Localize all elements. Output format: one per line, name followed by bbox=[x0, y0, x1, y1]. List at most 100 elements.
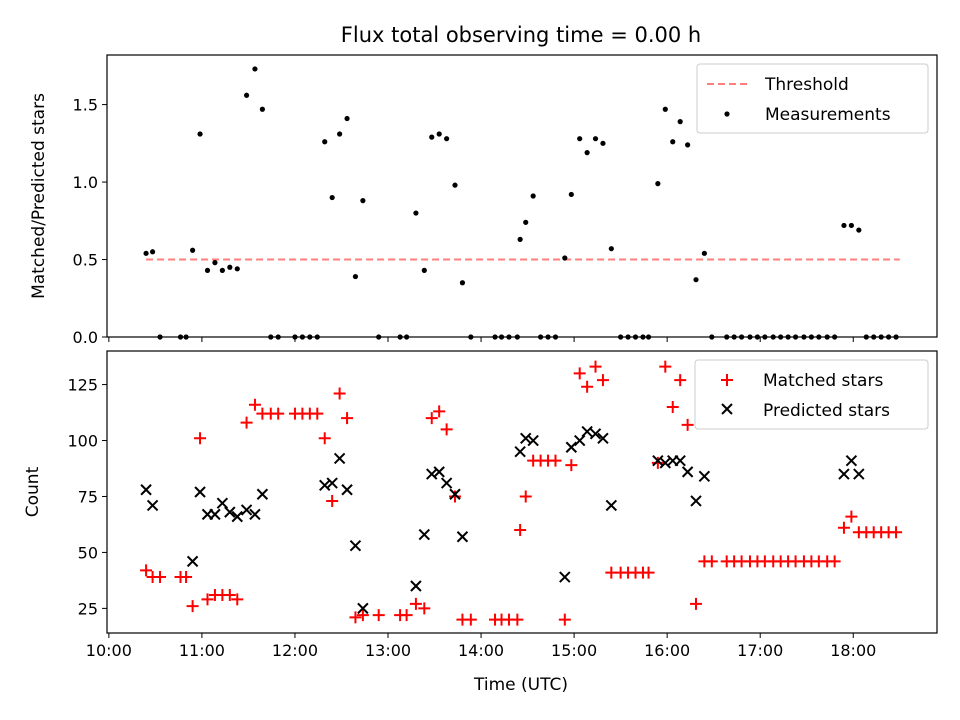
predicted-star-point bbox=[674, 454, 686, 467]
measurement-point bbox=[600, 140, 606, 146]
matched-star-point bbox=[418, 602, 431, 615]
measurement-point bbox=[243, 92, 250, 98]
legend-measurements-label: Measurements bbox=[765, 105, 891, 125]
measurement-point bbox=[337, 131, 343, 137]
count-y-tick-label: 100 bbox=[67, 432, 98, 451]
predicted-star-point bbox=[605, 499, 618, 512]
measurement-point bbox=[212, 260, 218, 266]
matched-star-point bbox=[449, 490, 462, 503]
legend-threshold-label: Threshold bbox=[764, 75, 849, 95]
predicted-star-point bbox=[565, 441, 578, 453]
measurement-point bbox=[227, 264, 233, 270]
measurement-point bbox=[677, 119, 683, 125]
matched-star-point bbox=[558, 613, 571, 626]
legend-measurements-swatch bbox=[724, 111, 730, 117]
predicted-star-point bbox=[690, 495, 702, 507]
predicted-star-point bbox=[224, 506, 236, 518]
measurement-point bbox=[149, 249, 156, 255]
predicted-star-point bbox=[589, 428, 602, 440]
x-axis-label: Time (UTC) bbox=[473, 675, 568, 695]
count-x-tick-label: 16:00 bbox=[644, 641, 690, 660]
measurement-point bbox=[259, 106, 265, 112]
predicted-star-point bbox=[140, 484, 152, 496]
predicted-star-point bbox=[514, 446, 526, 458]
matched-star-point bbox=[596, 374, 609, 387]
matched-star-point bbox=[666, 400, 679, 413]
count-legend-box bbox=[694, 359, 929, 430]
measurement-point bbox=[655, 181, 661, 187]
measurement-point bbox=[444, 136, 450, 142]
predicted-star-point bbox=[597, 432, 609, 444]
predicted-star-point bbox=[418, 528, 431, 541]
ratio-legend-box bbox=[696, 63, 929, 134]
matched-star-point bbox=[425, 412, 438, 425]
count-y-axis-label: Count bbox=[23, 466, 43, 517]
matched-star-point bbox=[845, 510, 858, 523]
measurement-point bbox=[584, 150, 590, 156]
predicted-star-point bbox=[333, 452, 346, 465]
predicted-star-point bbox=[440, 477, 453, 489]
count-y-tick-label: 25 bbox=[78, 599, 98, 618]
ratio-y-axis-label: Matched/Predicted stars bbox=[29, 93, 49, 299]
predicted-star-point bbox=[326, 477, 338, 489]
count-y-tick-label: 125 bbox=[67, 376, 98, 395]
measurement-point bbox=[577, 136, 583, 142]
matched-star-point bbox=[464, 613, 477, 626]
matched-star-point bbox=[659, 360, 672, 373]
measurement-point bbox=[608, 246, 614, 252]
matched-star-point bbox=[180, 571, 193, 584]
matched-star-point bbox=[318, 432, 331, 445]
predicted-star-point bbox=[449, 488, 461, 500]
measurement-point bbox=[459, 280, 466, 286]
chart-title: Flux total observing time = 0.00 h bbox=[341, 23, 701, 47]
matched-star-point bbox=[409, 597, 422, 610]
measurement-point bbox=[190, 247, 196, 253]
measurement-point bbox=[252, 66, 258, 72]
count-legend: Matched stars Predicted stars bbox=[694, 359, 929, 430]
count-x-tick-label: 15:00 bbox=[551, 641, 597, 660]
count-plot: 10:00 11:00 12:00 13:00 14:00 15:00 16:00 17:00… bbox=[67, 360, 903, 660]
measurement-point bbox=[352, 273, 359, 280]
count-x-tick-label: 12:00 bbox=[272, 641, 318, 660]
measurement-point bbox=[322, 139, 328, 145]
matched-star-point bbox=[194, 432, 207, 445]
measurement-point bbox=[517, 236, 523, 242]
matched-star-point bbox=[400, 609, 413, 622]
count-x-tick-label: 17:00 bbox=[737, 641, 783, 660]
predicted-star-point bbox=[581, 425, 593, 438]
measurement-point bbox=[344, 115, 350, 122]
predicted-star-point bbox=[681, 466, 694, 478]
matched-star-point bbox=[642, 566, 655, 579]
measurement-point bbox=[592, 136, 599, 142]
legend-predicted-label: Predicted stars bbox=[763, 401, 890, 421]
matched-star-point bbox=[890, 526, 903, 539]
matched-star-point bbox=[240, 416, 253, 429]
count-y-tick-label: 75 bbox=[78, 487, 98, 506]
matched-star-point bbox=[581, 380, 594, 393]
matched-star-point bbox=[140, 564, 153, 577]
measurement-point bbox=[436, 131, 442, 137]
predicted-star-point bbox=[853, 468, 865, 480]
matched-star-point bbox=[433, 405, 446, 418]
ratio-plot: 0.0 0.5 1.0 1.5 bbox=[73, 66, 900, 347]
measurement-point bbox=[530, 193, 536, 199]
predicted-star-point bbox=[456, 531, 469, 543]
count-plot-frame bbox=[106, 350, 938, 634]
matched-star-point bbox=[333, 387, 346, 400]
predicted-star-point bbox=[349, 540, 362, 552]
predicted-star-point bbox=[256, 488, 269, 500]
measurement-point bbox=[568, 191, 574, 198]
matched-star-point bbox=[589, 360, 602, 373]
count-x-tick-label: 11:00 bbox=[179, 641, 225, 660]
measurement-point bbox=[701, 250, 707, 256]
predicted-star-point bbox=[319, 479, 331, 491]
measurement-point bbox=[234, 266, 240, 272]
legend-predicted-swatch bbox=[721, 403, 733, 415]
measurement-point bbox=[685, 142, 691, 148]
matched-star-point bbox=[311, 407, 324, 420]
matched-star-point bbox=[651, 456, 664, 469]
predicted-star-point bbox=[186, 555, 199, 568]
measurement-point bbox=[204, 267, 211, 273]
predicted-star-point bbox=[209, 508, 221, 521]
predicted-star-point bbox=[573, 434, 586, 447]
